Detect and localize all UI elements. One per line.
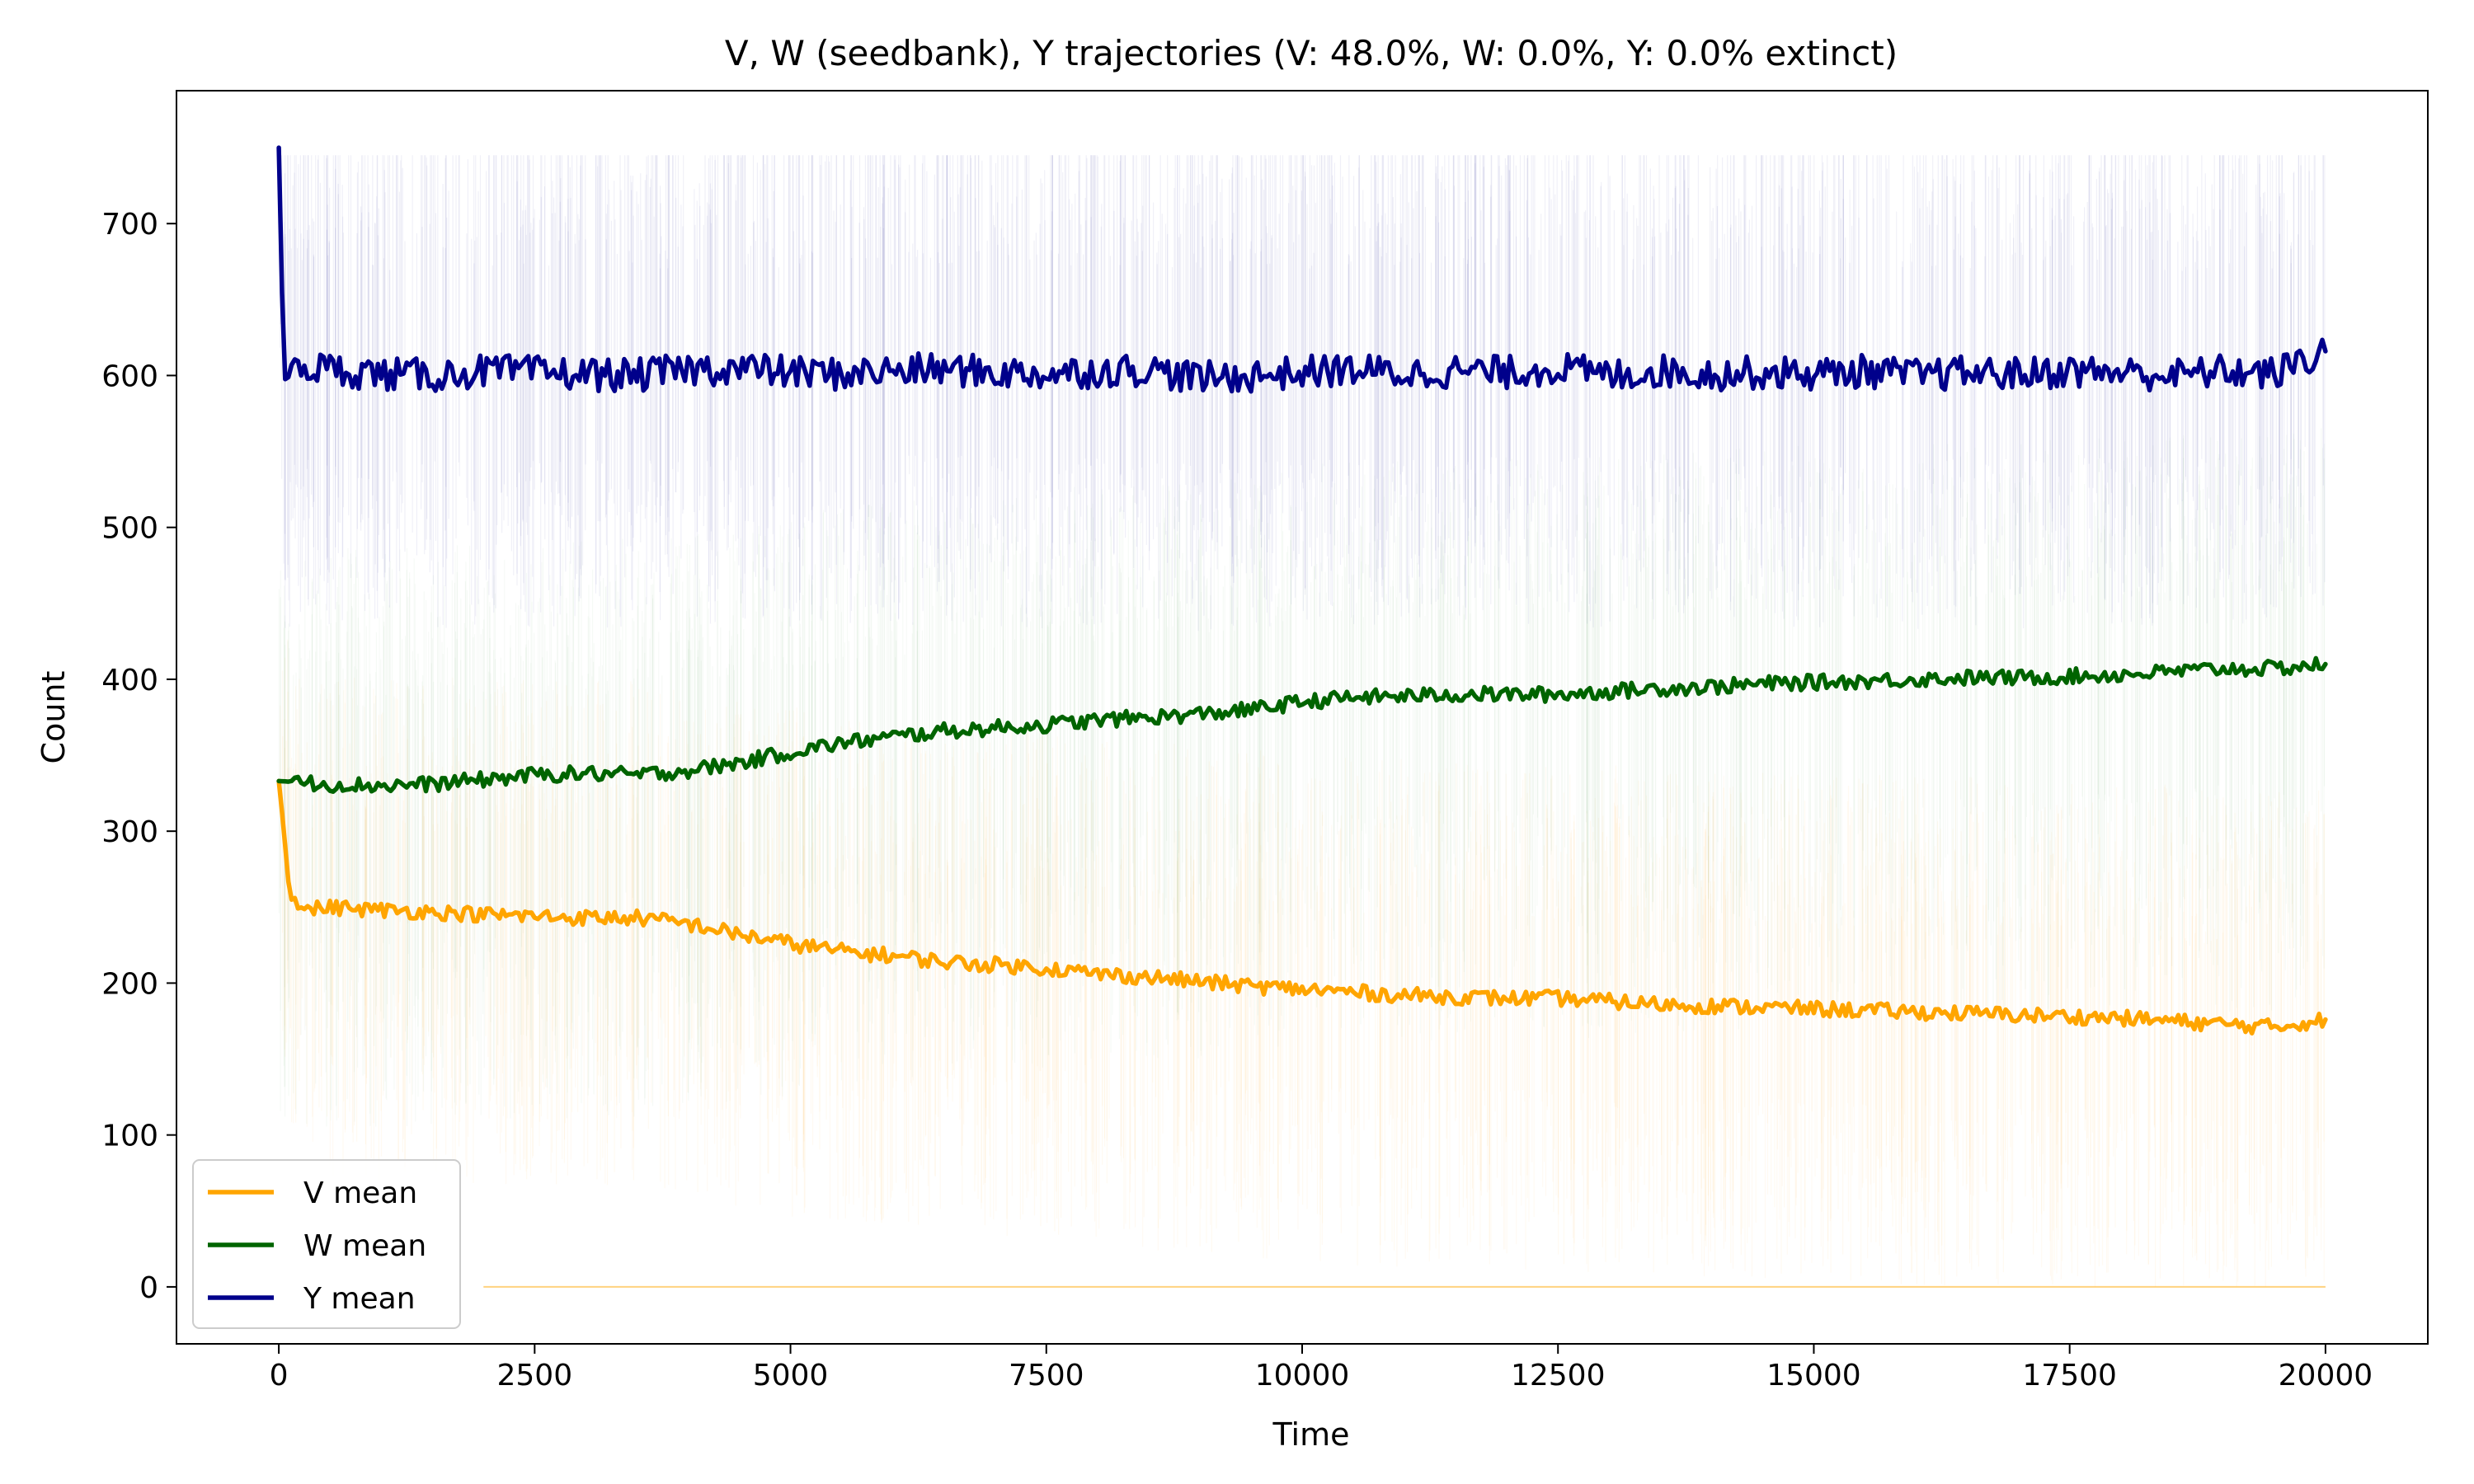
y-tick-label: 400 — [101, 664, 158, 697]
y-tick-label: 100 — [101, 1120, 158, 1153]
x-axis-label: Time — [1272, 1416, 1350, 1453]
legend-label: Y mean — [303, 1282, 416, 1316]
y-tick-label: 700 — [101, 208, 158, 242]
line-v-mean — [276, 778, 2328, 1036]
legend-box — [192, 1159, 461, 1329]
y-tick-label: 500 — [101, 512, 158, 546]
x-axis: 0 2500 5000 7500 10000 12500 15000 17500 20000 — [270, 1344, 2373, 1392]
x-tick-label: 10000 — [1255, 1359, 1350, 1392]
legend: V mean W mean Y mean — [192, 1159, 461, 1329]
x-tick-label: 7500 — [1009, 1359, 1084, 1392]
y-tick-label: 0 — [139, 1271, 158, 1305]
y-tick-label: 200 — [101, 967, 158, 1001]
x-tick-label: 5000 — [753, 1359, 829, 1392]
series-lines — [276, 145, 2328, 1036]
x-tick-label: 0 — [270, 1359, 289, 1392]
x-tick-label: 12500 — [1511, 1359, 1606, 1392]
line-y-mean — [276, 145, 2328, 394]
x-tick-label: 17500 — [2022, 1359, 2117, 1392]
trajectory-bands — [280, 155, 2326, 1288]
x-tick-label: 20000 — [2279, 1359, 2373, 1392]
line-w-mean — [276, 655, 2328, 794]
chart-title: V, W (seedbank), Y trajectories (V: 48.0… — [725, 33, 1898, 73]
band-v — [280, 639, 2325, 1287]
x-tick-label: 15000 — [1766, 1359, 1861, 1392]
legend-label: W mean — [303, 1229, 426, 1263]
x-tick-label: 2500 — [497, 1359, 573, 1392]
y-axis-label: Count — [35, 671, 72, 764]
y-axis: 0 100 200 300 400 500 600 700 — [101, 208, 176, 1305]
y-tick-label: 300 — [101, 815, 158, 849]
legend-label: V mean — [303, 1176, 417, 1210]
y-tick-label: 600 — [101, 359, 158, 393]
